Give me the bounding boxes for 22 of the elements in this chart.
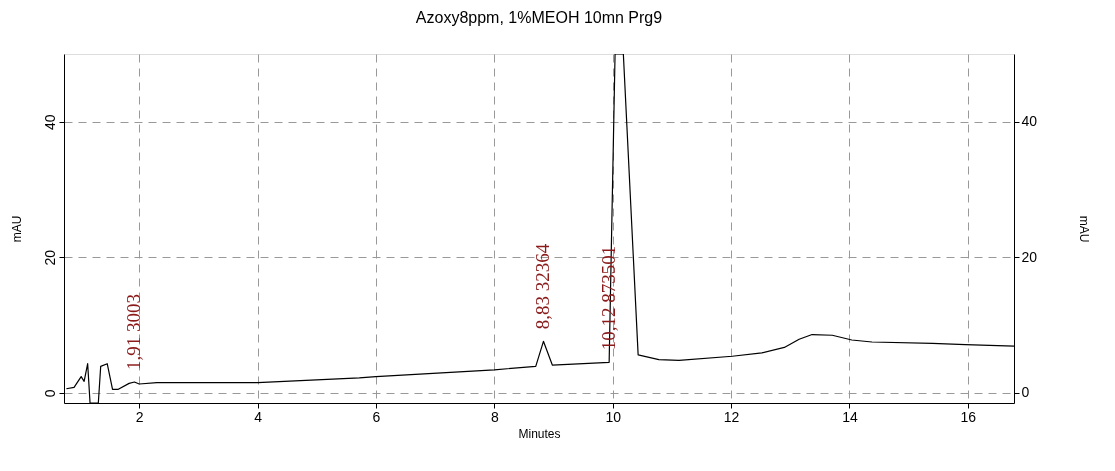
x-tick-label: 6 bbox=[372, 408, 381, 425]
y-tick-label: 20 bbox=[41, 249, 58, 266]
x-tick-label: 16 bbox=[960, 408, 977, 425]
y2-tick-label: 20 bbox=[1021, 248, 1038, 265]
x-tick-label: 2 bbox=[135, 408, 144, 425]
line-series bbox=[65, 54, 1014, 403]
y2-tick-label: 40 bbox=[1021, 113, 1038, 130]
x-tick-label: 12 bbox=[723, 408, 740, 425]
x-axis-title: Minutes bbox=[518, 426, 561, 441]
annotation: 1,91 3003 bbox=[123, 293, 145, 370]
annotation: 10,12 873501 bbox=[598, 245, 620, 351]
x-tick-label: 8 bbox=[490, 408, 499, 425]
y-tick-label: 40 bbox=[41, 114, 58, 131]
y-tick-label: 0 bbox=[41, 389, 58, 398]
y2-axis-title: mAU bbox=[1077, 215, 1092, 243]
y-axis-title: mAU bbox=[9, 215, 24, 243]
x-tick-label: 14 bbox=[842, 408, 858, 425]
y2-tick-label: 0 bbox=[1021, 384, 1030, 401]
x-tick-label: 4 bbox=[254, 408, 263, 425]
chart-title: Azoxy8ppm, 1%MEOH 10mn Prg9 bbox=[415, 9, 663, 27]
annotation: 8,83 32364 bbox=[532, 243, 554, 330]
x-tick-label: 10 bbox=[605, 408, 622, 425]
